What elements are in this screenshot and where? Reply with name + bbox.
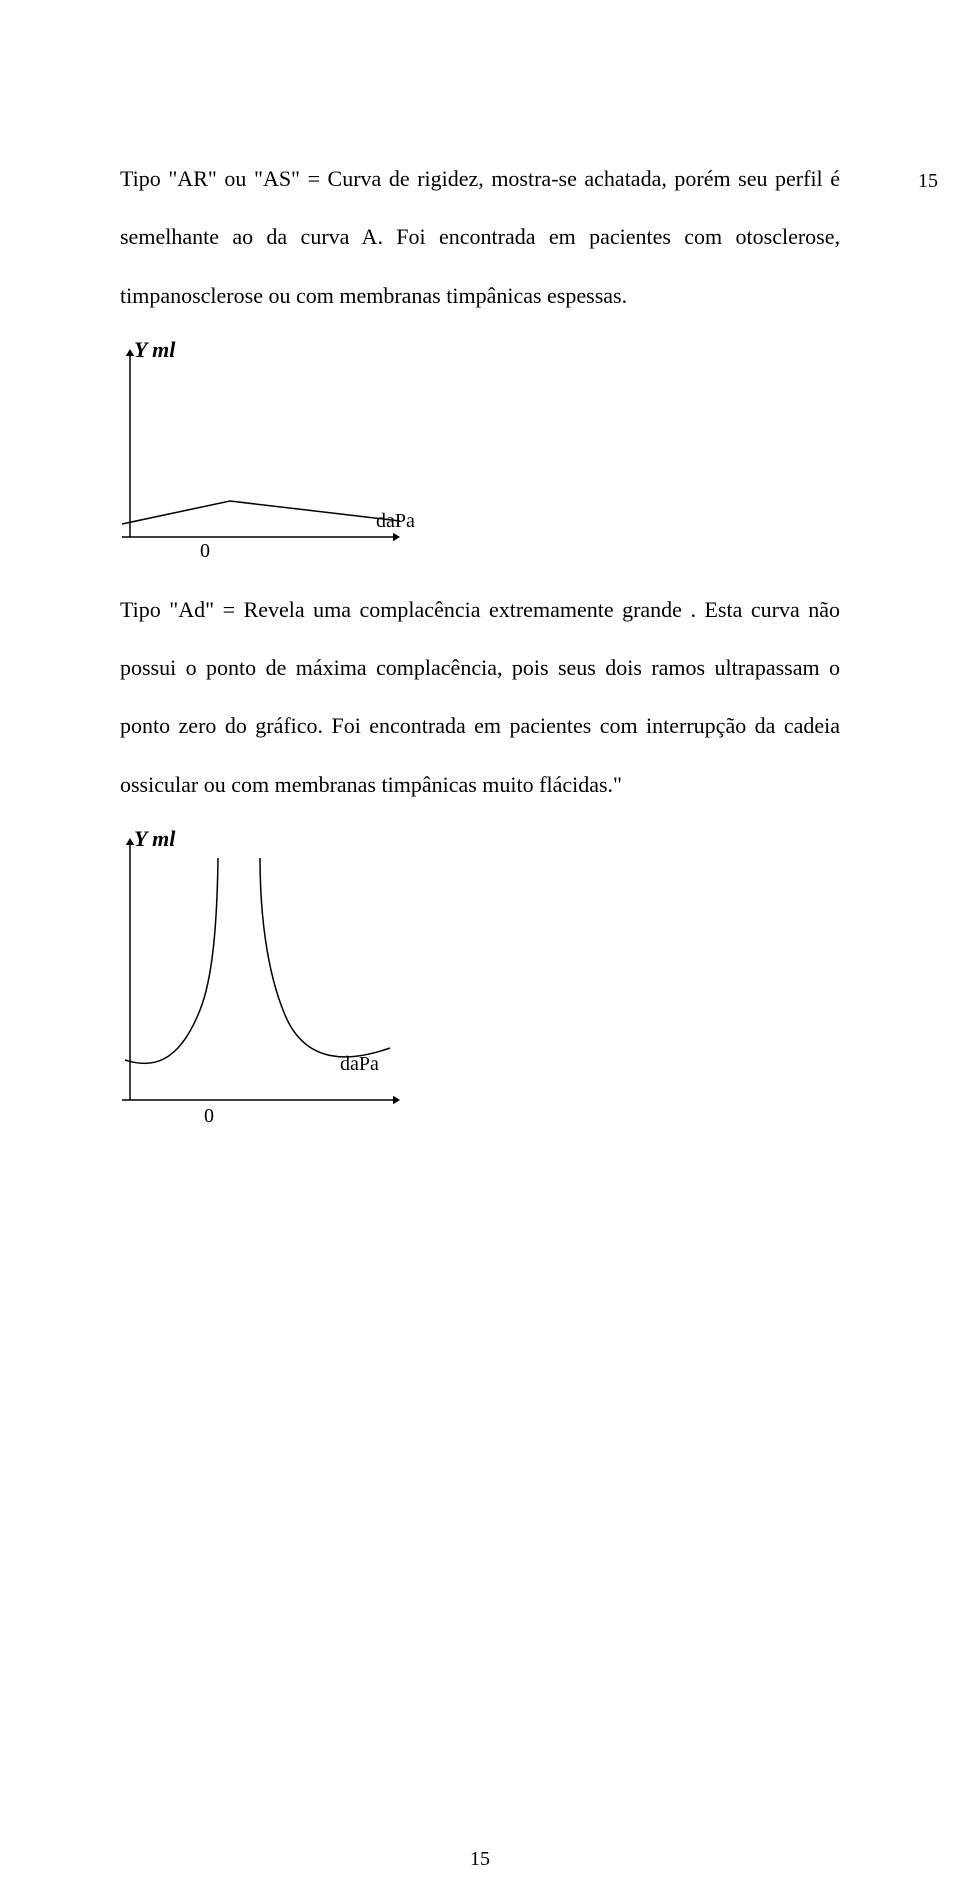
page: 15 Tipo "AR" ou "AS" = Curva de rigidez,… [0, 150, 960, 1889]
chart-1-svg: Y ml daPa 0 [120, 341, 440, 571]
chart-2-svg: Y ml daPa 0 [120, 830, 440, 1140]
page-number-top: 15 [918, 170, 938, 193]
paragraph-2: Tipo "Ad" = Revela uma complacência extr… [120, 581, 840, 814]
chart-1: Y ml daPa 0 [120, 341, 840, 571]
chart-2: Y ml daPa 0 [120, 830, 840, 1140]
x-axis-label: daPa [340, 1053, 379, 1075]
x-axis-label: daPa [376, 510, 415, 532]
page-number-bottom: 15 [0, 1848, 960, 1871]
paragraph-1: Tipo "AR" ou "AS" = Curva de rigidez, mo… [120, 150, 840, 325]
x-origin-label: 0 [204, 1105, 214, 1127]
y-axis-label: Y ml [134, 341, 176, 362]
x-origin-label: 0 [200, 540, 210, 562]
y-axis-label: Y ml [134, 830, 176, 851]
